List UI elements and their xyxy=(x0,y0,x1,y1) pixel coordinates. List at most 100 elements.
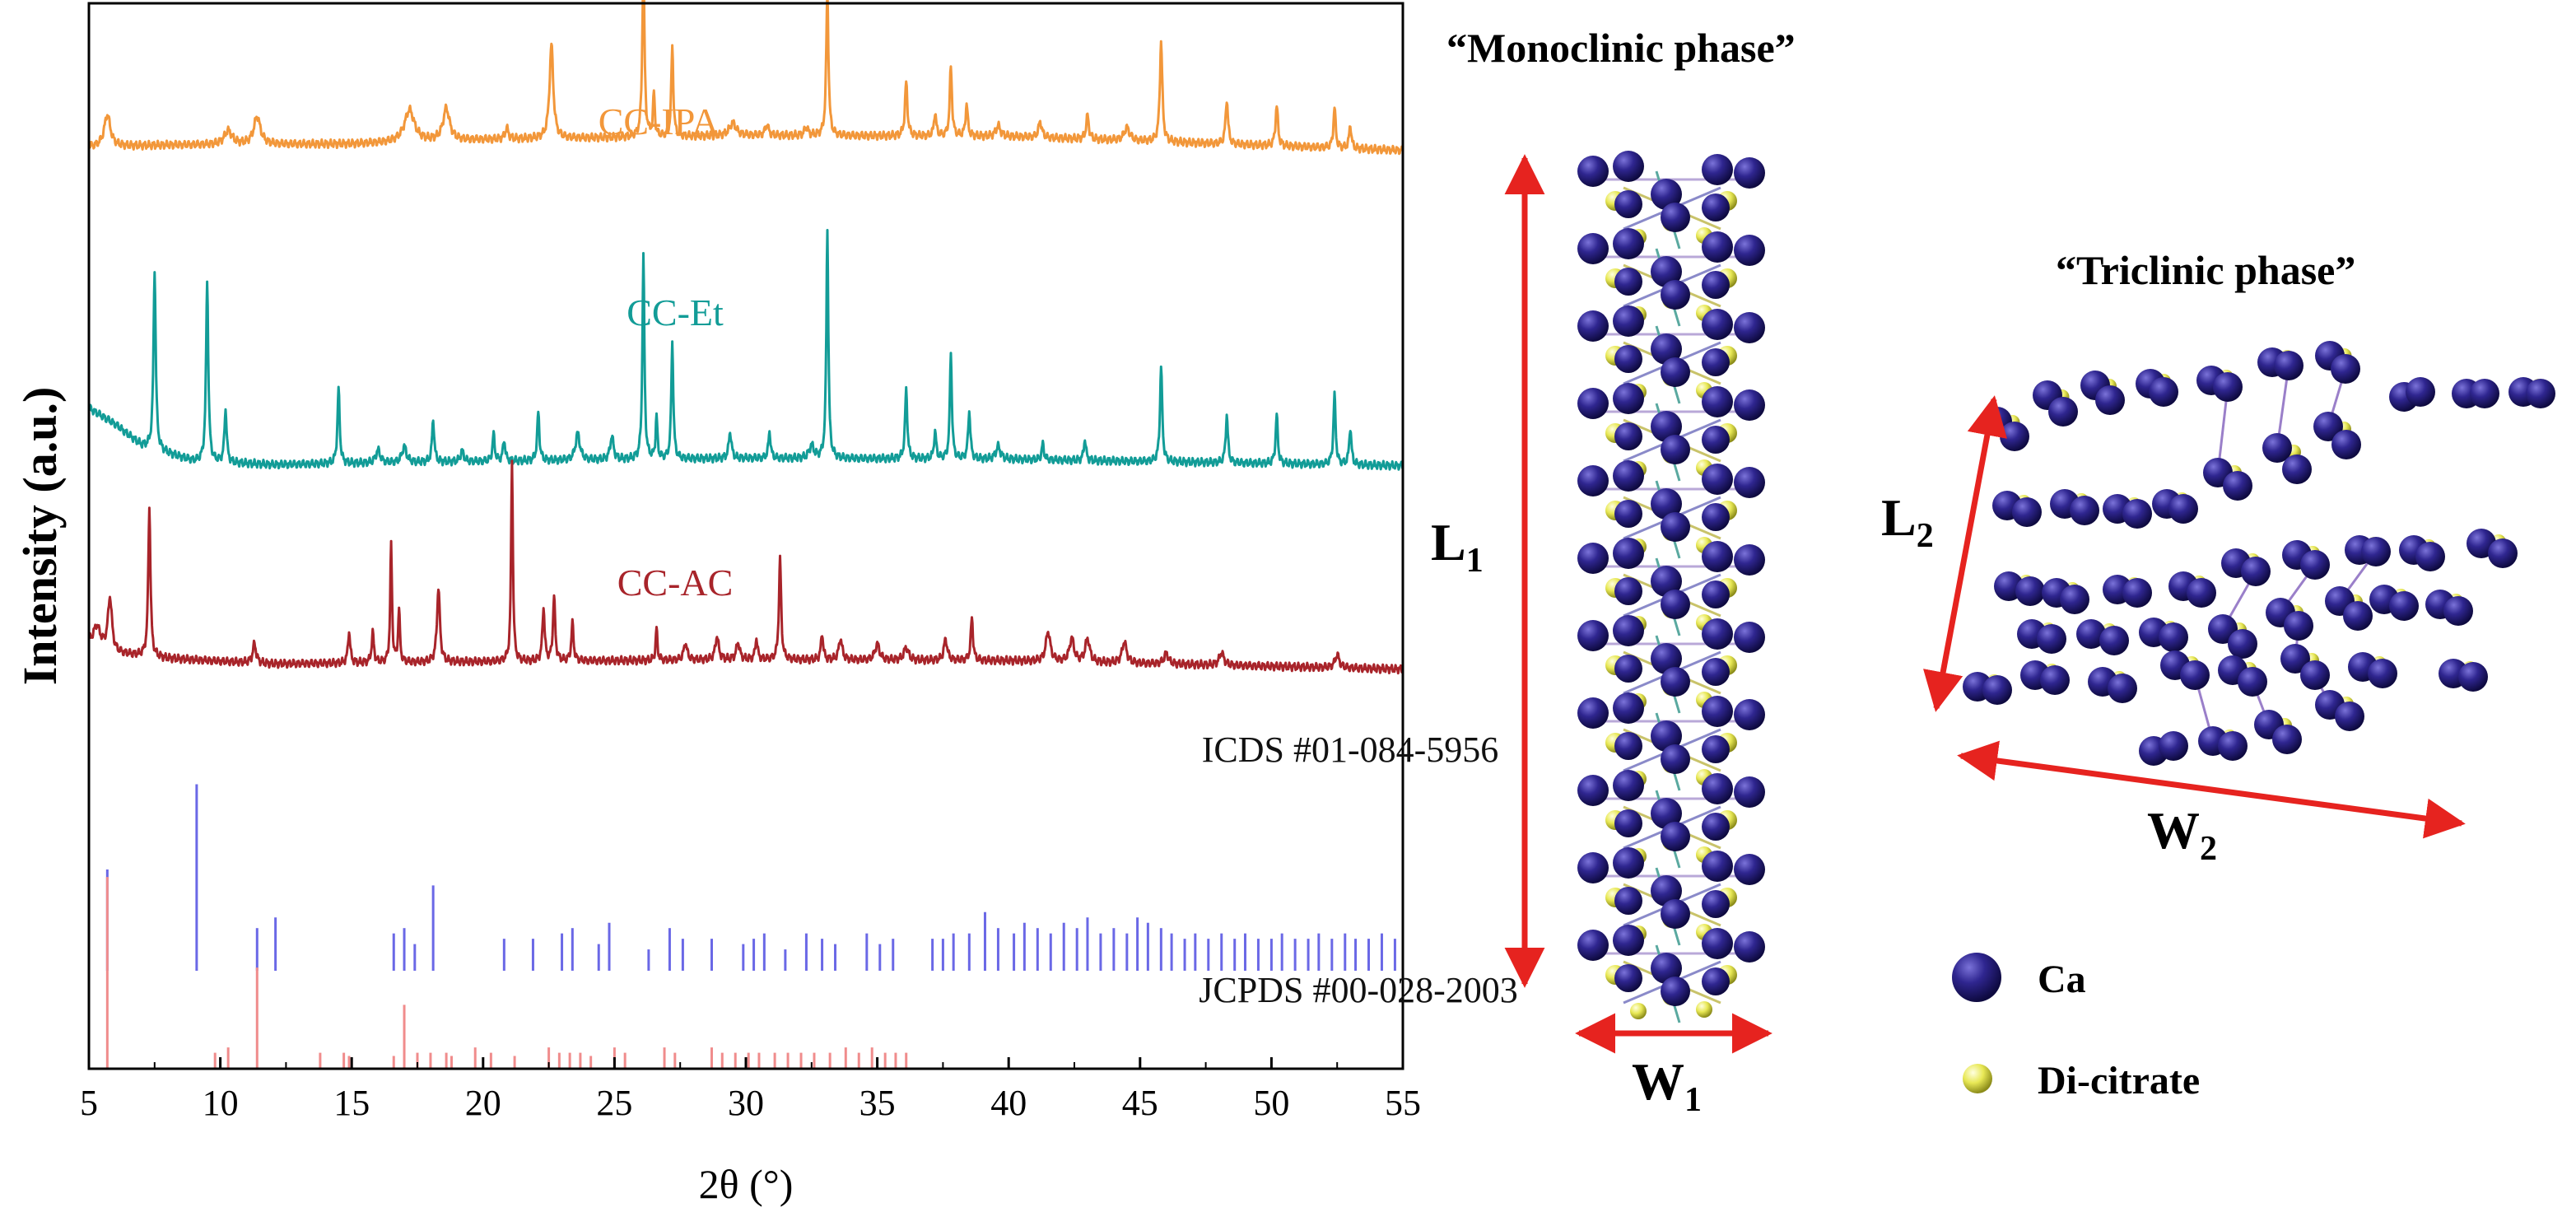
ca-atom xyxy=(2274,351,2303,380)
ca-atom xyxy=(1577,388,1609,419)
ca-atom xyxy=(1734,931,1765,963)
ca-atom xyxy=(1702,851,1733,882)
ca-atom xyxy=(2331,354,2360,384)
ca-atom xyxy=(1613,228,1644,259)
ca-atom xyxy=(1613,383,1644,414)
triclinic-title: “Triclinic phase” xyxy=(2056,247,2355,293)
ca-atom xyxy=(2488,538,2518,568)
xrd-trace-cc-et xyxy=(87,229,1404,471)
xrd-traces xyxy=(87,0,1404,675)
ca-atom xyxy=(1613,460,1644,492)
ca-atom xyxy=(1577,310,1609,342)
ca-atom xyxy=(1702,541,1733,572)
ca-atom xyxy=(1614,809,1642,837)
ca-atom xyxy=(1702,271,1730,299)
ca-atom xyxy=(1702,735,1730,763)
ca-atom xyxy=(1734,699,1765,730)
ca-atom xyxy=(1651,798,1682,829)
ca-atom xyxy=(1577,930,1609,961)
ca-atom xyxy=(2070,496,2099,525)
x-tick-label: 30 xyxy=(728,1083,764,1123)
x-tick-label: 20 xyxy=(465,1083,501,1123)
reference-patterns xyxy=(105,784,1396,1069)
reference-jcpds xyxy=(105,877,908,1069)
ca-atom xyxy=(1613,305,1644,337)
ca-atom xyxy=(1702,967,1730,995)
ca-atom xyxy=(1614,422,1642,450)
ca-atom xyxy=(1702,696,1733,727)
ca-atom xyxy=(1734,235,1765,266)
ca-atom xyxy=(1734,389,1765,421)
label-l2: L2 xyxy=(1881,488,1934,555)
ca-atom xyxy=(2458,662,2488,692)
ca-atom xyxy=(1661,590,1690,619)
ca-atom xyxy=(1651,333,1682,365)
ca-atom xyxy=(1702,386,1733,417)
triclinic-lattice xyxy=(1963,341,2555,766)
ca-atom xyxy=(2180,660,2210,690)
xrd-trace-cc-ipa xyxy=(87,0,1404,156)
ca-atom xyxy=(2284,611,2313,641)
ca-atom xyxy=(1661,203,1690,232)
ca-atom xyxy=(1734,622,1765,653)
citrate-sphere-icon xyxy=(1963,1064,1992,1093)
ca-atom xyxy=(2406,377,2435,407)
ca-atom xyxy=(2241,557,2271,586)
ca-atom xyxy=(2389,591,2419,621)
width-arrow-w2 xyxy=(1957,740,2466,839)
ca-atom xyxy=(1702,426,1730,454)
ca-atom xyxy=(2213,372,2243,402)
ca-atom xyxy=(1702,309,1733,340)
ca-atom xyxy=(1702,580,1730,608)
label-w2: W2 xyxy=(2147,801,2217,868)
ca-atom xyxy=(2159,731,2188,761)
ca-atom xyxy=(1651,179,1682,210)
ca-atom xyxy=(1651,875,1682,907)
ca-atom xyxy=(2122,578,2152,608)
monoclinic-lattice xyxy=(1577,151,1765,1023)
ca-atom xyxy=(2343,601,2373,631)
ca-atom xyxy=(1651,643,1682,674)
ca-atom xyxy=(2122,499,2152,529)
ca-atom xyxy=(1661,744,1690,774)
ca-atom xyxy=(1577,852,1609,883)
ca-atom xyxy=(2040,665,2070,695)
label-w1: W1 xyxy=(1632,1052,1702,1119)
ca-atom xyxy=(1702,231,1733,263)
x-tick-label: 55 xyxy=(1385,1083,1421,1123)
ca-atom xyxy=(1651,256,1682,287)
ca-atom xyxy=(1614,732,1642,760)
ca-atom xyxy=(2443,596,2473,626)
ca-atom xyxy=(2331,430,2361,459)
reference-label-icds: ICDS #01-084-5956 xyxy=(1202,730,1499,770)
ca-atom xyxy=(1661,822,1690,851)
ca-atom xyxy=(2280,644,2310,674)
ca-atom xyxy=(2361,537,2391,566)
ca-atom xyxy=(2149,377,2178,407)
ca-atom xyxy=(1614,887,1642,915)
ca-atom xyxy=(1734,776,1765,808)
ca-atom xyxy=(1577,465,1609,496)
monoclinic-title: “Monoclinic phase” xyxy=(1446,25,1796,71)
ca-atom xyxy=(1734,544,1765,576)
ca-atom xyxy=(1577,775,1609,806)
ca-atom xyxy=(2300,660,2330,690)
trace-label-cc-et: CC-Et xyxy=(627,291,724,333)
ca-atom xyxy=(2168,494,2198,524)
length-arrow-l2 xyxy=(1923,395,2007,712)
x-tick-label: 5 xyxy=(80,1083,98,1123)
ca-atom xyxy=(2095,385,2125,415)
ca-atom xyxy=(1613,538,1644,569)
ca-atom xyxy=(2415,542,2445,571)
ca-atom xyxy=(1702,618,1733,650)
ca-atom xyxy=(2368,659,2397,688)
ca-atom xyxy=(2300,550,2330,580)
x-tick-label: 25 xyxy=(596,1083,632,1123)
ca-atom xyxy=(1702,773,1733,804)
xrd-trace-cc-ac xyxy=(87,459,1404,675)
ca-atom xyxy=(1614,964,1642,992)
ca-atom xyxy=(1661,667,1690,697)
ca-atom xyxy=(1651,720,1682,752)
